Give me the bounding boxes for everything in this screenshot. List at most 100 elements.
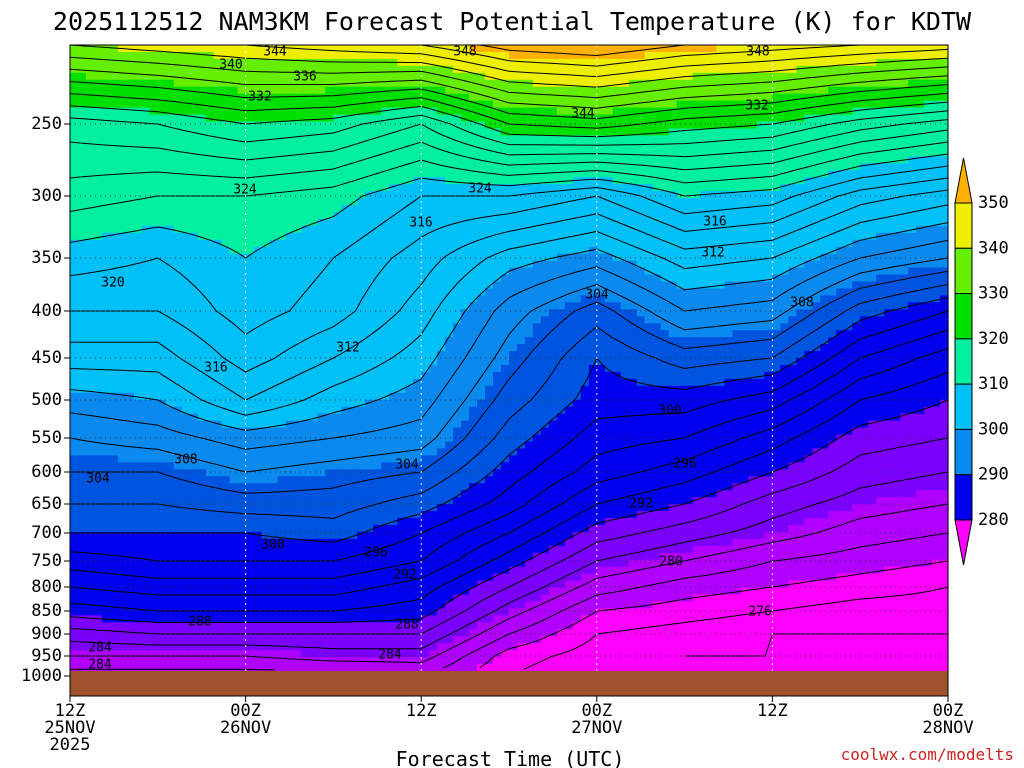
- field-cell: [477, 469, 486, 477]
- field-cell: [309, 218, 319, 227]
- field-cell: [70, 51, 79, 60]
- field-cell: [485, 406, 494, 415]
- field-cell: [381, 225, 390, 234]
- field-cell: [421, 191, 430, 199]
- field-cell: [229, 156, 239, 164]
- field-cell: [117, 608, 127, 616]
- field-cell: [93, 622, 103, 630]
- field-cell: [461, 455, 470, 463]
- field-cell: [413, 302, 422, 310]
- field-cell: [493, 455, 502, 463]
- field-cell: [277, 622, 287, 630]
- field-cell: [389, 420, 398, 429]
- field-cell: [405, 643, 414, 651]
- field-cell: [373, 552, 382, 561]
- field-cell: [317, 427, 327, 436]
- field-cell: [285, 504, 295, 512]
- field-cell: [365, 114, 374, 123]
- field-cell: [261, 566, 271, 575]
- field-cell: [405, 434, 414, 443]
- field-cell: [309, 211, 319, 220]
- field-cell: [173, 281, 183, 290]
- field-cell: [357, 65, 366, 74]
- field-cell: [157, 364, 167, 373]
- field-cell: [509, 239, 518, 248]
- field-cell: [389, 504, 398, 512]
- field-cell: [197, 156, 207, 164]
- field-cell: [269, 364, 279, 373]
- field-cell: [189, 149, 199, 157]
- field-cell: [389, 524, 398, 533]
- field-cell: [437, 45, 446, 53]
- field-cell: [405, 420, 414, 429]
- field-cell: [365, 295, 374, 303]
- field-cell: [429, 629, 438, 637]
- field-cell: [493, 344, 502, 352]
- field-cell: [261, 385, 271, 394]
- field-cell: [437, 545, 446, 554]
- field-cell: [245, 330, 255, 338]
- field-cell: [493, 253, 502, 262]
- field-cell: [197, 358, 207, 366]
- field-cell: [317, 517, 327, 526]
- field-cell: [213, 170, 223, 178]
- field-cell: [477, 191, 486, 199]
- field-cell: [325, 79, 334, 88]
- field-cell: [429, 45, 438, 53]
- field-cell: [309, 580, 319, 589]
- field-cell: [285, 65, 295, 74]
- field-cell: [101, 232, 111, 241]
- field-cell: [413, 51, 422, 60]
- field-cell: [229, 351, 239, 359]
- field-cell: [365, 524, 374, 533]
- field-cell: [101, 364, 111, 373]
- field-cell: [197, 93, 207, 102]
- field-cell: [173, 371, 183, 380]
- field-cell: [197, 142, 207, 150]
- field-cell: [421, 413, 430, 422]
- field-cell: [261, 288, 271, 296]
- field-cell: [421, 204, 430, 213]
- field-cell: [397, 504, 406, 512]
- field-cell: [189, 246, 199, 255]
- field-cell: [157, 643, 167, 651]
- field-cell: [157, 86, 167, 95]
- field-cell: [317, 316, 327, 324]
- field-cell: [221, 288, 231, 296]
- field-cell: [213, 149, 223, 157]
- field-cell: [77, 511, 87, 519]
- field-cell: [117, 629, 127, 637]
- field-cell: [341, 45, 350, 53]
- field-cell: [221, 455, 231, 463]
- field-cell: [453, 79, 462, 88]
- field-cell: [445, 434, 454, 443]
- field-cell: [70, 594, 79, 603]
- field-cell: [469, 184, 478, 192]
- field-cell: [461, 629, 470, 637]
- field-cell: [373, 594, 382, 603]
- field-cell: [213, 371, 223, 380]
- field-cell: [157, 79, 167, 88]
- field-cell: [349, 58, 358, 67]
- field-cell: [469, 490, 478, 498]
- field-cell: [253, 531, 263, 540]
- field-cell: [125, 65, 135, 74]
- field-cell: [109, 281, 119, 290]
- field-cell: [181, 218, 191, 227]
- field-cell: [389, 413, 398, 422]
- field-cell: [493, 601, 502, 609]
- field-cell: [421, 337, 430, 345]
- field-cell: [277, 218, 287, 227]
- field-cell: [301, 358, 311, 366]
- field-cell: [253, 650, 263, 658]
- field-cell: [405, 330, 414, 338]
- field-cell: [253, 58, 263, 67]
- field-cell: [117, 302, 127, 310]
- field-cell: [93, 455, 103, 463]
- field-cell: [325, 497, 334, 505]
- field-cell: [165, 587, 175, 596]
- field-cell: [373, 511, 382, 519]
- field-cell: [301, 204, 311, 213]
- field-cell: [397, 65, 406, 74]
- field-cell: [365, 517, 374, 526]
